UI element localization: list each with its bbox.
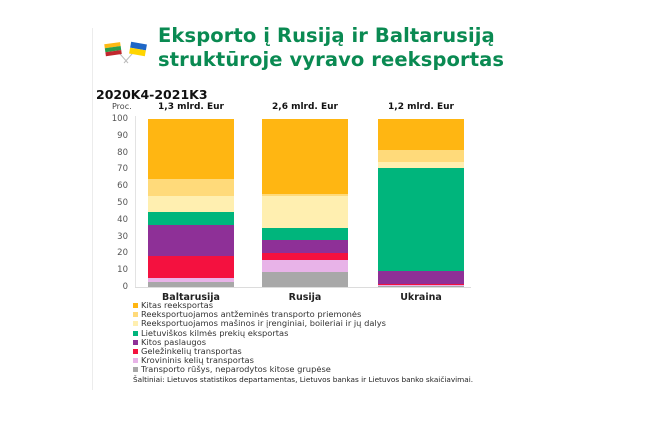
y-tick-label: 70: [117, 164, 128, 175]
legend-swatch-icon: [133, 303, 138, 309]
legend-label: Reeksportuojamos mašinos ir įrenginiai, …: [141, 318, 386, 329]
legend-label: Kitos paslaugos: [141, 336, 207, 347]
legend-swatch-icon: [133, 330, 138, 336]
legend-label: Kitas reeksportas: [141, 300, 214, 311]
y-tick-label: 100: [111, 114, 128, 124]
legend-item: Krovininis kelių transportas: [133, 356, 386, 365]
y-tick-label: 30: [117, 231, 128, 242]
bar-total-label: 2,6 mlrd. Eur: [272, 102, 338, 112]
legend-item: Lietuviškos kilmės prekių eksportas: [133, 327, 386, 338]
stacked-bar-rusija: [262, 119, 348, 287]
x-axis-line: [135, 287, 471, 288]
y-axis-label: Proc.: [112, 102, 132, 111]
legend-item: Reeksportuojamos mašinos ir įrenginiai, …: [133, 319, 386, 328]
legend-item: Reeksportuojamos antžeminės transporto p…: [133, 310, 386, 319]
lithuania-ukraine-flags-icon: [104, 40, 148, 64]
title-line-1: Eksporto į Rusiją ir Baltarusiją: [158, 24, 495, 47]
legend-item: Kitas reeksportas: [133, 301, 386, 310]
legend-swatch-icon: [133, 339, 138, 345]
legend-label: Geležinkelių transportas: [141, 346, 242, 357]
bar-segment: [262, 193, 348, 197]
stacked-bar-ukraina: [378, 119, 464, 287]
bar-segment: [378, 283, 464, 285]
legend-label: Reeksportuojamos antžeminės transporto p…: [141, 309, 362, 320]
legend-swatch-icon: [133, 367, 138, 373]
y-axis-line: [135, 116, 136, 288]
y-tick-label: 90: [117, 130, 128, 141]
bar-segment: [262, 239, 348, 254]
bar-segment: [148, 196, 234, 213]
stacked-bar-baltarusija: [148, 119, 234, 287]
bar-segment: [262, 271, 348, 287]
bar-segment: [378, 161, 464, 168]
y-tick-label: 40: [117, 214, 128, 225]
source-note: Šaltiniai: Lietuvos statistikos departam…: [133, 375, 474, 384]
bar-segment: [378, 150, 464, 162]
y-tick-label: 20: [117, 248, 128, 259]
bar-segment: [378, 284, 464, 287]
legend-label: Krovininis kelių transportas: [141, 355, 254, 366]
bar-segment: [262, 228, 348, 240]
bar-segment: [378, 271, 464, 284]
legend-label: Transporto rūšys, neparodytos kitose gru…: [141, 364, 331, 375]
y-tick-label: 60: [117, 181, 128, 192]
bar-segment: [262, 260, 348, 272]
bar-segment: [148, 277, 234, 282]
bar-segment: [262, 119, 348, 194]
bar-segment: [378, 119, 464, 151]
bar-segment: [148, 255, 234, 278]
bar-segment: [148, 224, 234, 256]
y-tick-label: 0: [122, 282, 128, 292]
legend-swatch-icon: [133, 321, 138, 327]
legend-item: Kitos paslaugos: [133, 336, 386, 347]
period-subtitle: 2020K4-2021K3: [96, 87, 208, 102]
legend-swatch-icon: [133, 349, 138, 355]
bar-segment: [378, 167, 464, 272]
bar-segment: [262, 253, 348, 261]
legend-swatch-icon: [133, 312, 138, 318]
legend: Kitas reeksportas Reeksportuojamos antžem…: [133, 301, 386, 375]
bar-segment: [148, 178, 234, 197]
bar-segment: [378, 286, 464, 287]
bar-segment: [148, 281, 234, 287]
x-category-label: Ukraina: [400, 292, 442, 303]
legend-item: Transporto rūšys, neparodytos kitose gru…: [133, 365, 386, 374]
legend-label: Lietuviškos kilmės prekių eksportas: [141, 327, 289, 338]
chart-title: Eksporto į Rusiją ir Baltarusiją struktū…: [158, 24, 504, 72]
title-line-2: struktūroje vyravo reeksportas: [158, 48, 505, 71]
bar-segment: [148, 212, 234, 225]
legend-swatch-icon: [133, 358, 138, 364]
bar-total-label: 1,2 mlrd. Eur: [388, 102, 454, 112]
x-category-label: Baltarusija: [162, 292, 220, 303]
legend-item: Geležinkelių transportas: [133, 347, 386, 356]
x-category-label: Rusija: [288, 292, 322, 303]
frame-divider: [92, 28, 93, 390]
bar-segment: [262, 196, 348, 229]
y-tick-label: 10: [117, 265, 128, 276]
y-tick-label: 50: [117, 198, 128, 208]
y-tick-label: 80: [117, 147, 128, 158]
bar-segment: [148, 119, 234, 179]
bar-total-label: 1,3 mlrd. Eur: [158, 102, 224, 112]
